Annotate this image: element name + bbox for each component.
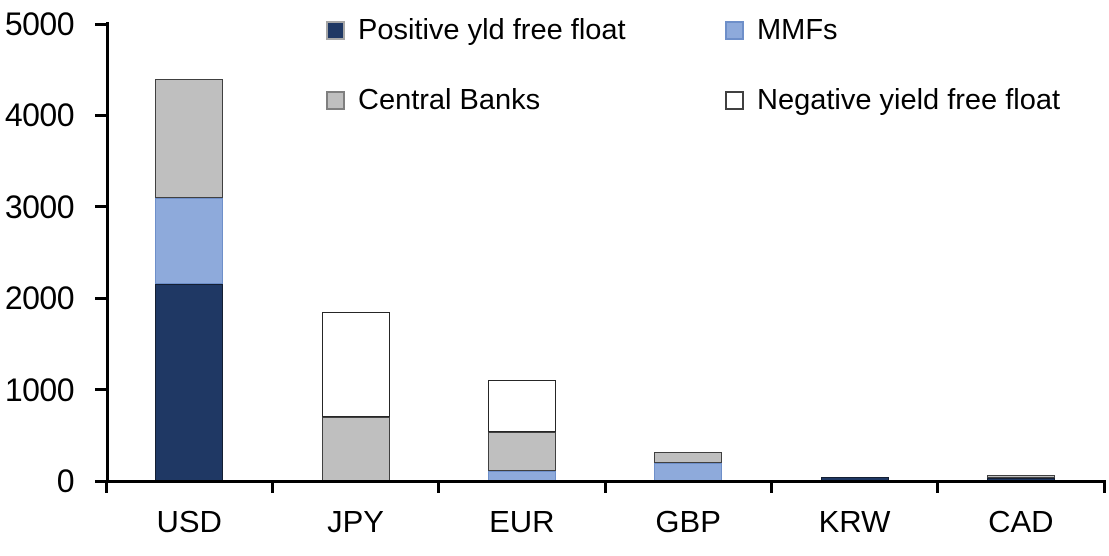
x-axis-tick bbox=[769, 481, 773, 493]
x-axis-category-label: KRW bbox=[818, 504, 891, 539]
y-axis-tick-label: 1000 bbox=[4, 371, 75, 408]
legend-item-positive-yld-free-float: Positive yld free float bbox=[326, 16, 626, 45]
x-axis-tick bbox=[603, 481, 607, 493]
y-axis-tick bbox=[95, 113, 106, 117]
legend-swatch-negative-yield-free-float bbox=[725, 91, 744, 110]
bar-segment-jpy-negative-yield-free-float bbox=[321, 311, 390, 418]
x-axis-category-label: JPY bbox=[327, 504, 384, 539]
legend-item-central-banks: Central Banks bbox=[326, 86, 540, 115]
y-axis-tick-label: 3000 bbox=[4, 188, 75, 225]
bar-segment-usd-mmfs bbox=[155, 197, 224, 285]
y-axis-tick bbox=[95, 296, 106, 300]
legend-item-mmfs: MMFs bbox=[725, 16, 838, 45]
x-axis-tick bbox=[270, 481, 274, 493]
bar-segment-cad-central-banks bbox=[986, 475, 1055, 478]
y-axis-tick bbox=[95, 22, 106, 26]
x-axis-category-label: EUR bbox=[489, 504, 555, 539]
legend-item-negative-yield-free-float: Negative yield free float bbox=[725, 86, 1060, 115]
x-axis-line bbox=[106, 480, 1106, 483]
legend-label-positive-yld-free-float: Positive yld free float bbox=[358, 14, 626, 46]
x-axis-tick bbox=[936, 481, 940, 493]
x-axis-tick bbox=[437, 481, 441, 493]
legend-label-mmfs: MMFs bbox=[757, 14, 838, 46]
legend-label-central-banks: Central Banks bbox=[358, 84, 541, 116]
legend-swatch-mmfs bbox=[725, 21, 744, 40]
y-axis-tick-label: 4000 bbox=[4, 97, 75, 134]
y-axis-tick-label: 0 bbox=[56, 463, 75, 499]
bar-segment-usd-positive-yld-free-float bbox=[155, 284, 224, 481]
legend-swatch-central-banks bbox=[326, 91, 345, 110]
x-axis-category-label: CAD bbox=[988, 504, 1054, 539]
bar-segment-usd-central-banks bbox=[155, 78, 224, 198]
x-axis-category-label: GBP bbox=[655, 504, 721, 539]
legend-label-negative-yield-free-float: Negative yield free float bbox=[757, 84, 1061, 116]
y-axis-tick bbox=[95, 388, 106, 392]
legend-swatch-positive-yld-free-float bbox=[326, 21, 345, 40]
bar-segment-gbp-central-banks bbox=[654, 451, 723, 463]
x-axis-tick bbox=[1102, 481, 1106, 493]
bar-segment-jpy-central-banks bbox=[321, 417, 390, 481]
y-axis-line bbox=[106, 22, 109, 483]
y-axis-tick-label: 2000 bbox=[4, 280, 75, 317]
y-axis-tick bbox=[95, 205, 106, 209]
x-axis-category-label: USD bbox=[156, 504, 222, 539]
bar-segment-eur-central-banks bbox=[487, 431, 556, 471]
bar-segment-gbp-mmfs bbox=[654, 462, 723, 481]
x-axis-tick bbox=[104, 481, 108, 493]
y-axis-tick-label: 5000 bbox=[4, 6, 75, 42]
bar-segment-eur-negative-yield-free-float bbox=[487, 380, 556, 432]
y-axis-tick bbox=[95, 479, 106, 483]
